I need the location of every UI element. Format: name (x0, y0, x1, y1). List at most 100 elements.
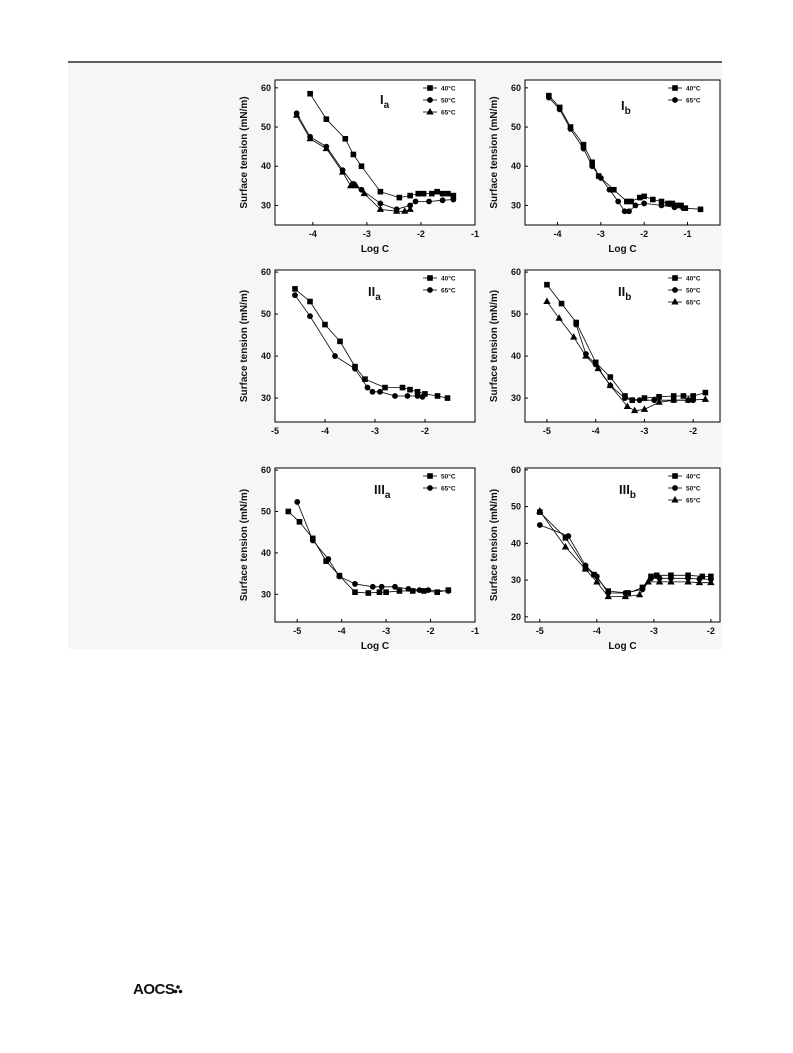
panel-title-sub: a (384, 100, 390, 111)
legend-marker (427, 97, 433, 103)
marker (695, 578, 704, 586)
marker (635, 590, 644, 598)
marker (332, 353, 338, 359)
marker (292, 286, 298, 292)
y-tick-label: 40 (511, 161, 521, 171)
y-axis-label: Surface tension (mN/m) (489, 489, 500, 601)
marker (592, 361, 599, 368)
x-tick-label: -5 (271, 426, 279, 436)
marker (376, 205, 385, 212)
marker (439, 197, 446, 204)
marker (615, 198, 622, 205)
marker (536, 522, 543, 528)
y-tick-label: 40 (261, 161, 271, 171)
marker (377, 200, 384, 207)
marker (604, 592, 612, 600)
marker (415, 190, 422, 197)
marker (640, 405, 649, 412)
y-axis-label: Surface tension (mN/m) (239, 489, 250, 601)
panel-title-sub: b (625, 106, 631, 117)
marker (580, 145, 587, 152)
marker (565, 533, 572, 539)
marker (556, 106, 563, 113)
y-tick-label: 60 (511, 83, 521, 93)
marker (641, 193, 647, 200)
marker (589, 163, 596, 170)
y-tick-label: 50 (511, 122, 521, 132)
x-axis-label: Log C (361, 244, 389, 255)
marker (307, 298, 313, 305)
marker (352, 581, 358, 587)
legend-marker (427, 485, 433, 491)
marker (358, 163, 365, 170)
chart-panel: 30 40 50 60 -5 -4 -3 -2 Surface tension (mN/m) II… (239, 267, 476, 436)
legend-label: 65°C (686, 97, 701, 105)
legend-label: 40°C (686, 275, 701, 283)
y-tick-label: 50 (261, 506, 271, 516)
marker (401, 207, 409, 214)
y-tick-label: 40 (261, 351, 271, 361)
marker (350, 151, 357, 158)
y-tick-label: 20 (511, 612, 521, 622)
marker (701, 395, 710, 402)
y-tick-label: 50 (261, 309, 271, 319)
marker (406, 205, 414, 212)
marker (561, 542, 570, 550)
y-axis-label: Surface tension (mN/m) (239, 96, 250, 208)
marker (632, 202, 639, 209)
x-tick-label: -5 (293, 626, 301, 636)
legend-marker (427, 473, 433, 479)
y-tick-label: 50 (261, 122, 271, 132)
legend-label: 50°C (686, 287, 701, 295)
marker (653, 572, 660, 579)
panel-title-main: I (621, 98, 625, 113)
x-tick-label: -4 (553, 229, 561, 239)
marker (573, 321, 580, 328)
legend-marker (672, 287, 678, 293)
y-tick-label: 40 (261, 548, 271, 558)
y-tick-label: 50 (511, 309, 521, 319)
panel-title-sub: b (630, 490, 636, 501)
marker (365, 590, 372, 596)
marker (425, 587, 432, 594)
marker (358, 186, 365, 193)
panel-title-sub: a (375, 292, 381, 303)
marker (307, 90, 313, 97)
marker (377, 388, 383, 395)
legend-label: 65°C (441, 485, 456, 493)
legend-label: 65°C (441, 109, 456, 117)
marker (555, 314, 563, 321)
chart-panel: 30 40 50 60 -5 -4 -3 -2 -1 Log C Surface tension (… (239, 465, 479, 652)
panel-title-sub: a (385, 490, 391, 501)
marker (360, 189, 368, 197)
marker (629, 397, 636, 404)
legend-label: 65°C (686, 299, 701, 307)
legend-marker (427, 287, 433, 293)
panel-title: IIa (368, 284, 381, 303)
marker (544, 281, 550, 288)
marker (409, 588, 416, 594)
marker (434, 589, 441, 595)
x-tick-label: -1 (471, 229, 479, 239)
panel-title: IIIa (374, 482, 391, 501)
legend-marker (672, 485, 678, 491)
marker (667, 577, 675, 585)
y-tick-label: 30 (261, 589, 271, 599)
marker (337, 338, 343, 345)
y-axis-label: Surface tension (mN/m) (489, 290, 500, 402)
x-tick-label: -2 (427, 626, 435, 636)
marker (407, 386, 413, 393)
y-tick-label: 60 (261, 465, 271, 475)
legend-marker (672, 85, 678, 91)
legend-marker (672, 97, 678, 103)
panel-title-sub: b (625, 292, 631, 303)
marker (545, 94, 552, 101)
marker (670, 396, 678, 403)
marker (651, 397, 658, 404)
marker (292, 292, 298, 299)
legend-marker (672, 473, 678, 479)
panel-title: IIIb (619, 482, 636, 501)
marker (382, 384, 388, 391)
legend-label: 50°C (441, 97, 456, 105)
y-tick-label: 60 (261, 267, 271, 277)
